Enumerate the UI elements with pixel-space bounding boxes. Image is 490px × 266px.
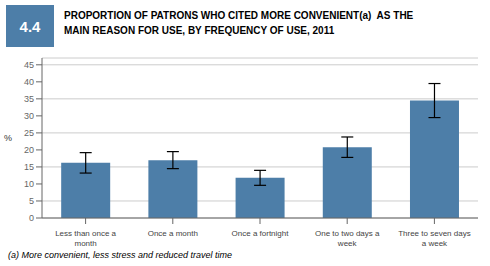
svg-text:15: 15 bbox=[24, 162, 34, 172]
svg-text:10: 10 bbox=[24, 179, 34, 189]
html-text:PROPORTION OF PATRONS WHO CITE: PROPORTION OF PATRONS WHO CITED MORE CON… bbox=[64, 10, 414, 21]
svg-text:%: % bbox=[8, 133, 12, 143]
svg-text:Three to seven daysa week: Three to seven daysa week bbox=[398, 229, 470, 248]
svg-text:0: 0 bbox=[29, 213, 34, 223]
svg-text:Once a month: Once a month bbox=[148, 229, 198, 238]
svg-text:Less than once amonth: Less than once amonth bbox=[55, 229, 116, 248]
svg-text:Once a fortnight: Once a fortnight bbox=[232, 229, 290, 238]
svg-text:25: 25 bbox=[24, 128, 34, 138]
svg-text:One to two days aweek: One to two days aweek bbox=[315, 229, 380, 248]
html-text:(a) More convenient, less stre: (a) More convenient, less stress and red… bbox=[8, 250, 233, 260]
svg-text:45: 45 bbox=[24, 60, 34, 70]
svg-text:5: 5 bbox=[29, 196, 34, 206]
svg-text:20: 20 bbox=[24, 145, 34, 155]
html-text:4.4: 4.4 bbox=[19, 17, 41, 35]
svg-text:35: 35 bbox=[24, 94, 34, 104]
svg-text:30: 30 bbox=[24, 111, 34, 121]
svg-text:40: 40 bbox=[24, 77, 34, 87]
html-text:MAIN REASON FOR USE, BY FREQUE: MAIN REASON FOR USE, BY FREQUENCY OF USE… bbox=[64, 25, 335, 36]
